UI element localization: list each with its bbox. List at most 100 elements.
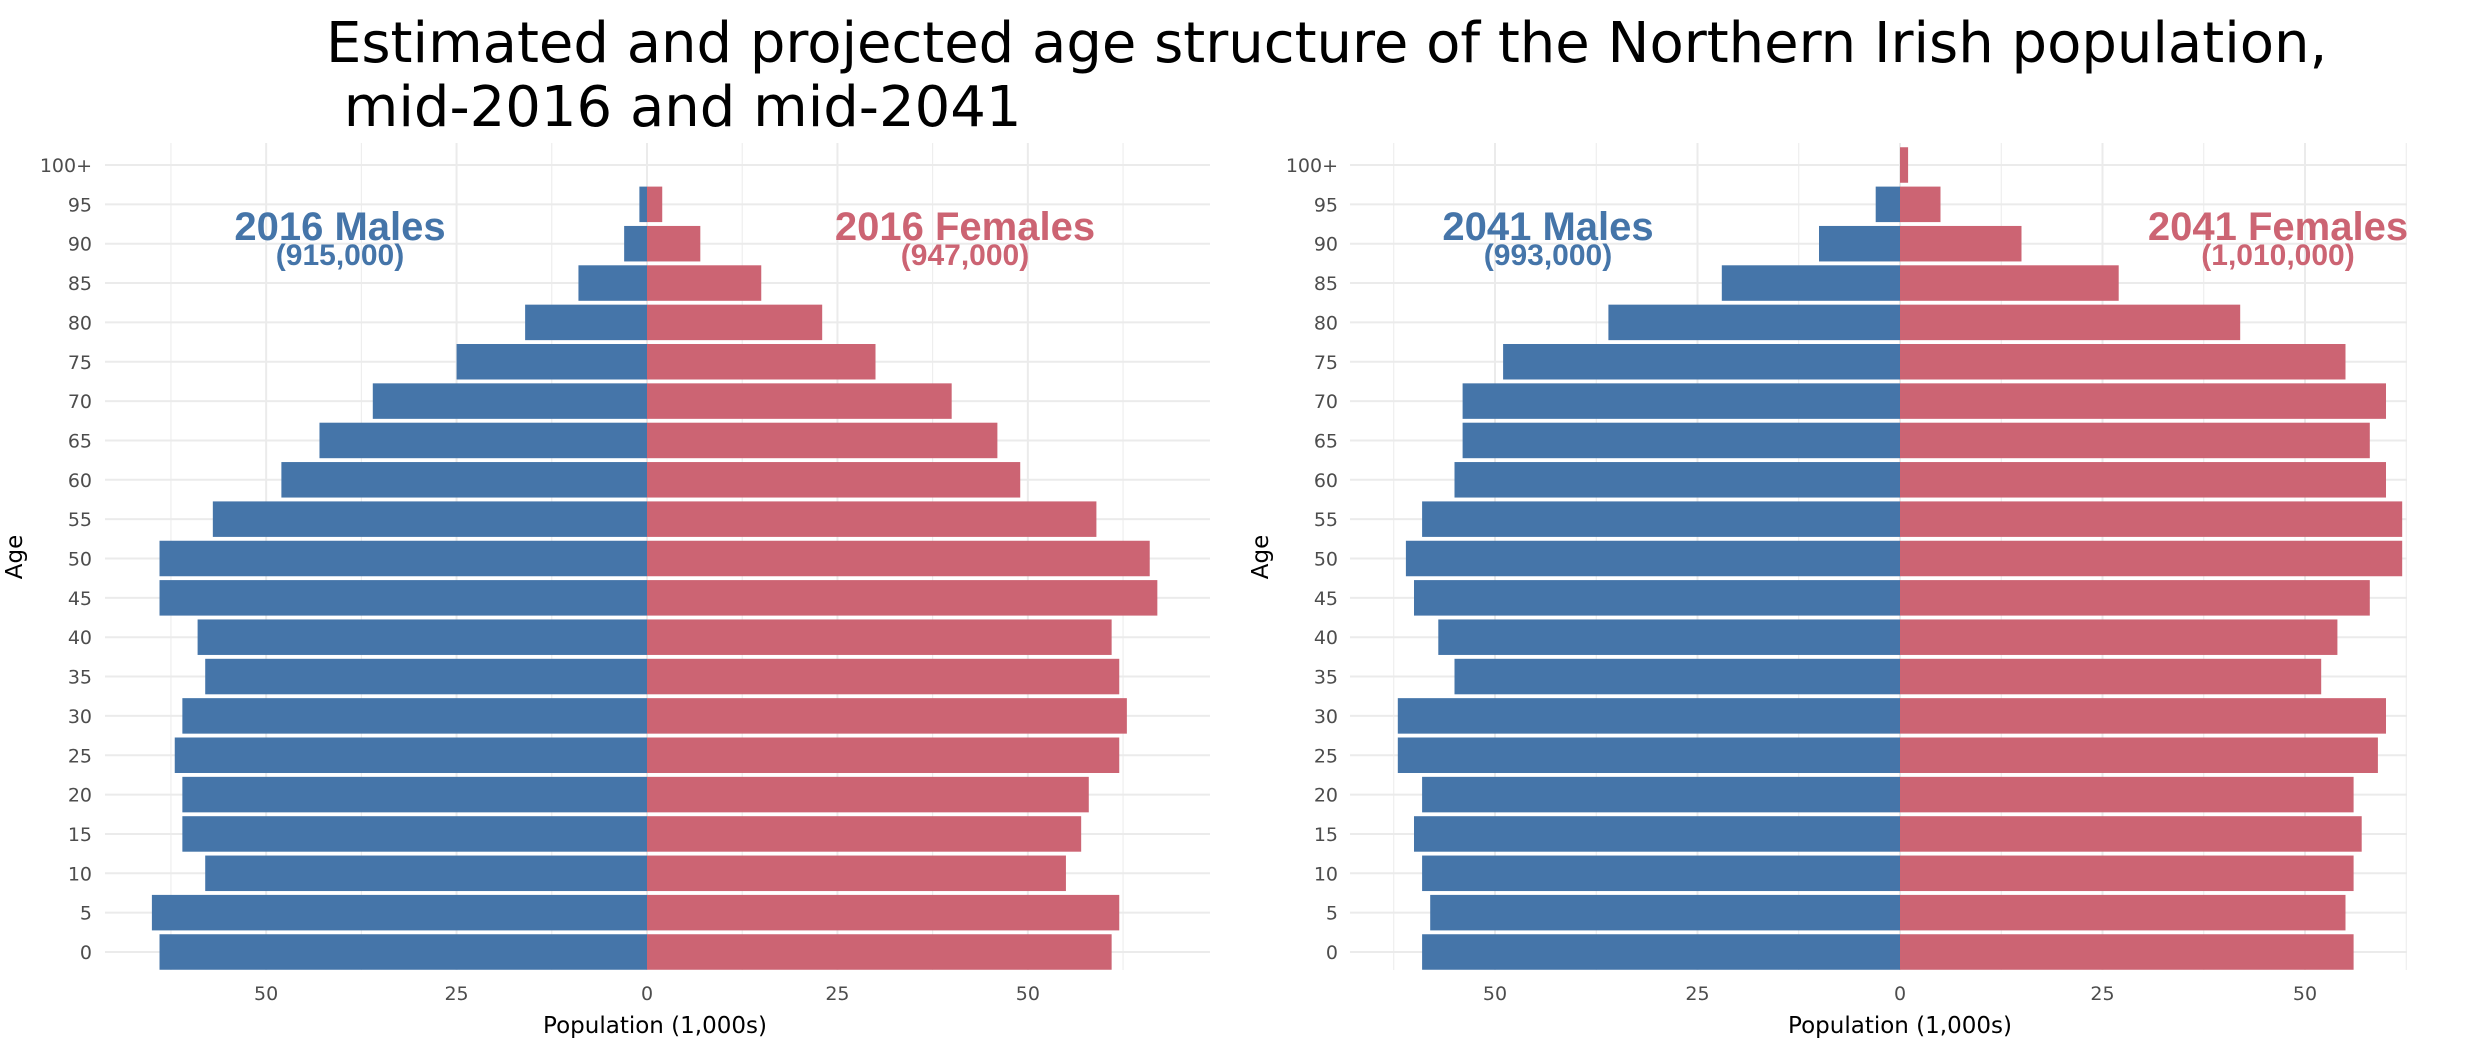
female-bar bbox=[1900, 344, 2346, 380]
female-bar bbox=[1900, 501, 2403, 537]
female-bar bbox=[647, 225, 701, 262]
male-annotation-label: 2041 Males bbox=[1442, 205, 1653, 249]
female-bar bbox=[1900, 383, 2386, 419]
x-axis-title: Population (1,000s) bbox=[543, 1013, 767, 1039]
male-bar bbox=[1462, 422, 1900, 459]
y-tick-label: 25 bbox=[68, 745, 92, 767]
chart-title: Estimated and projected age structure of… bbox=[326, 11, 2328, 140]
male-bar bbox=[1422, 934, 1900, 970]
male-bar bbox=[1430, 894, 1900, 931]
female-bar bbox=[647, 737, 1120, 773]
female-bar bbox=[1900, 776, 2354, 813]
male-bar bbox=[1454, 462, 1900, 498]
female-bar bbox=[1900, 619, 2338, 655]
y-tick-label: 35 bbox=[1314, 667, 1338, 689]
y-tick-label: 95 bbox=[68, 194, 92, 216]
y-tick-label: 50 bbox=[1314, 549, 1338, 571]
y-tick-label: 55 bbox=[68, 509, 92, 531]
female-bar bbox=[647, 934, 1112, 970]
male-bar bbox=[639, 186, 647, 223]
male-bar bbox=[1397, 737, 1900, 773]
y-tick-label: 15 bbox=[68, 824, 92, 846]
x-tick-label: 0 bbox=[1894, 983, 1906, 1005]
female-bar bbox=[647, 776, 1089, 813]
male-annotation-label: 2016 Males bbox=[234, 205, 445, 249]
y-tick-label: 75 bbox=[68, 352, 92, 374]
female-bar bbox=[1900, 462, 2386, 498]
female-bar bbox=[647, 186, 663, 223]
female-bar bbox=[1900, 265, 2119, 301]
male-bar bbox=[456, 344, 647, 380]
female-bar bbox=[647, 344, 876, 380]
female-bar bbox=[647, 540, 1150, 577]
male-bar bbox=[182, 698, 647, 734]
pyramid-2016: 0 5 10 15 20 25 30 35 40 45 50 55 60 65 70 75 80 85 90 95 10… bbox=[2, 143, 1210, 1039]
y-tick-label: 10 bbox=[68, 863, 92, 885]
y-tick-label: 45 bbox=[1314, 588, 1338, 610]
y-tick-label: 55 bbox=[1314, 509, 1338, 531]
female-annotation-label: 2016 Females bbox=[835, 205, 1095, 249]
female-bar bbox=[647, 894, 1120, 931]
male-bar bbox=[1608, 304, 1900, 341]
y-tick-label: 5 bbox=[1326, 903, 1338, 925]
male-bar bbox=[372, 383, 647, 419]
female-bar bbox=[647, 462, 1021, 498]
y-tick-label: 100+ bbox=[40, 155, 92, 177]
male-bar bbox=[525, 304, 647, 341]
female-bar bbox=[1900, 580, 2370, 616]
female-bar bbox=[1900, 698, 2386, 734]
female-bar bbox=[1900, 147, 1909, 183]
female-bar bbox=[1900, 855, 2354, 892]
female-bar bbox=[1900, 816, 2362, 852]
male-bar bbox=[1414, 580, 1900, 616]
female-bar bbox=[1900, 658, 2322, 695]
x-axis-title: Population (1,000s) bbox=[1788, 1013, 2012, 1039]
y-tick-label: 45 bbox=[68, 588, 92, 610]
y-axis-title: Age bbox=[2, 535, 28, 579]
male-bar bbox=[1503, 344, 1900, 380]
x-tick-label: 25 bbox=[2090, 983, 2114, 1005]
y-tick-label: 60 bbox=[68, 470, 92, 492]
y-tick-label: 85 bbox=[1314, 273, 1338, 295]
female-annotation-total: (947,000) bbox=[901, 239, 1029, 272]
y-tick-label: 65 bbox=[1314, 430, 1338, 452]
y-tick-label: 20 bbox=[1314, 785, 1338, 807]
male-bar bbox=[159, 934, 647, 970]
female-bar bbox=[647, 304, 823, 341]
male-bar bbox=[1721, 265, 1900, 301]
female-bar bbox=[647, 422, 998, 459]
male-bar bbox=[205, 658, 648, 695]
male-bar bbox=[1422, 855, 1900, 892]
male-bar bbox=[1462, 383, 1900, 419]
female-bar bbox=[1900, 304, 2241, 341]
male-bar bbox=[1438, 619, 1900, 655]
x-tick-label: 25 bbox=[1685, 983, 1709, 1005]
x-tick-label: 50 bbox=[1483, 983, 1507, 1005]
female-bar bbox=[647, 580, 1158, 616]
male-bar bbox=[1397, 698, 1900, 734]
y-tick-label: 5 bbox=[80, 903, 92, 925]
male-bar bbox=[182, 776, 647, 813]
female-bar bbox=[1900, 737, 2378, 773]
y-axis-title: Age bbox=[1248, 535, 1274, 579]
male-bar bbox=[182, 816, 647, 852]
x-tick-label: 50 bbox=[254, 983, 278, 1005]
male-bar bbox=[205, 855, 648, 892]
male-bar bbox=[1405, 540, 1900, 577]
x-tick-label: 50 bbox=[1016, 983, 1040, 1005]
y-tick-label: 40 bbox=[1314, 627, 1338, 649]
y-tick-label: 10 bbox=[1314, 863, 1338, 885]
female-annotation-total: (1,010,000) bbox=[2201, 239, 2354, 272]
y-tick-label: 30 bbox=[68, 706, 92, 728]
male-annotation-total: (993,000) bbox=[1484, 239, 1612, 272]
y-tick-label: 50 bbox=[68, 549, 92, 571]
female-bar bbox=[1900, 934, 2354, 970]
y-tick-label: 70 bbox=[1314, 391, 1338, 413]
x-tick-label: 25 bbox=[825, 983, 849, 1005]
y-tick-label: 30 bbox=[1314, 706, 1338, 728]
male-bar bbox=[212, 501, 647, 537]
male-bar bbox=[1414, 816, 1900, 852]
male-bar bbox=[151, 894, 647, 931]
female-bar bbox=[1900, 225, 2022, 262]
